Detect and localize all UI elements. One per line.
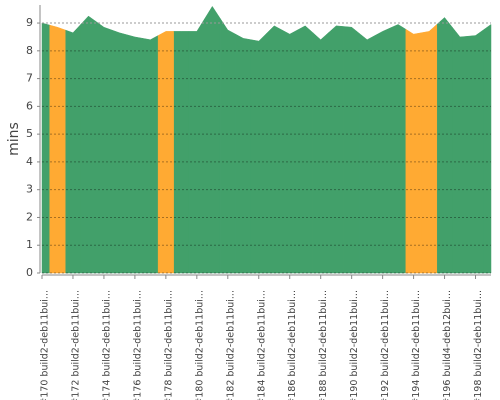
- x-tick-label: #178 build2-deb11bui...: [163, 290, 174, 400]
- y-tick-label: 9: [26, 16, 33, 29]
- area-segment: [80, 15, 97, 274]
- area-segment: [312, 32, 329, 274]
- x-tick-label: #194 build2-deb11bui...: [411, 290, 422, 400]
- area-segment: [250, 32, 267, 274]
- area-segment: [64, 23, 81, 274]
- x-tick-label: #180 build2-deb11bui...: [194, 290, 205, 400]
- area-segment: [297, 25, 314, 274]
- area-segment: [49, 24, 66, 274]
- area-segment: [281, 29, 298, 274]
- area-segment: [157, 31, 174, 274]
- area-segment: [467, 29, 484, 274]
- area-segment: [421, 23, 438, 274]
- area-segment: [328, 25, 345, 274]
- y-tick-label: 0: [26, 266, 33, 279]
- x-tick-label: #188 build2-deb11bui...: [318, 290, 329, 400]
- x-tick-label: #172 build2-deb11bui...: [70, 290, 81, 400]
- y-tick-label: 7: [26, 72, 33, 85]
- area-segment: [374, 27, 391, 274]
- y-tick-label: 2: [26, 210, 33, 223]
- area-segment: [483, 23, 492, 274]
- area-segment: [219, 17, 236, 274]
- x-tick-label: #198 build2-deb11bui...: [473, 290, 484, 400]
- area-segment: [126, 34, 143, 274]
- x-tick-label: #182 build2-deb11bui...: [225, 290, 236, 400]
- x-tick-label: #184 build2-deb11bui...: [256, 290, 267, 400]
- x-tick-label: #196 build4-deb12bui...: [442, 290, 453, 400]
- area-segment: [436, 17, 453, 274]
- y-tick-label: 3: [26, 183, 33, 196]
- area-segment: [266, 25, 283, 274]
- area-segment: [204, 5, 221, 274]
- y-tick-label: 6: [26, 99, 33, 112]
- y-axis-label: mins: [6, 122, 22, 156]
- area-segment: [235, 33, 252, 274]
- area-segment: [41, 22, 50, 274]
- area-segment: [452, 26, 469, 274]
- x-tick-label: #176 build2-deb11bui...: [132, 290, 143, 400]
- area-segment: [390, 24, 407, 274]
- area-segment: [188, 18, 205, 274]
- area-segment: [343, 26, 360, 274]
- area-segment: [405, 28, 422, 274]
- area-segment: [111, 29, 128, 274]
- y-tick-label: 8: [26, 44, 33, 57]
- area-segment: [95, 21, 112, 274]
- x-tick-label: #170 build2-deb11bui...: [40, 290, 51, 400]
- area-segment: [173, 31, 190, 274]
- area-segment: [359, 32, 376, 274]
- y-tick-label: 1: [26, 238, 33, 251]
- y-tick-label: 4: [26, 155, 33, 168]
- area-segment: [142, 35, 159, 274]
- x-tick-label: #186 build2-deb11bui...: [287, 290, 298, 400]
- x-tick-label: #174 build2-deb11bui...: [101, 290, 112, 400]
- y-tick-label: 5: [26, 127, 33, 140]
- x-tick-label: #192 build2-deb11bui...: [380, 290, 391, 400]
- x-tick-label: #190 build2-deb11bui...: [349, 290, 360, 400]
